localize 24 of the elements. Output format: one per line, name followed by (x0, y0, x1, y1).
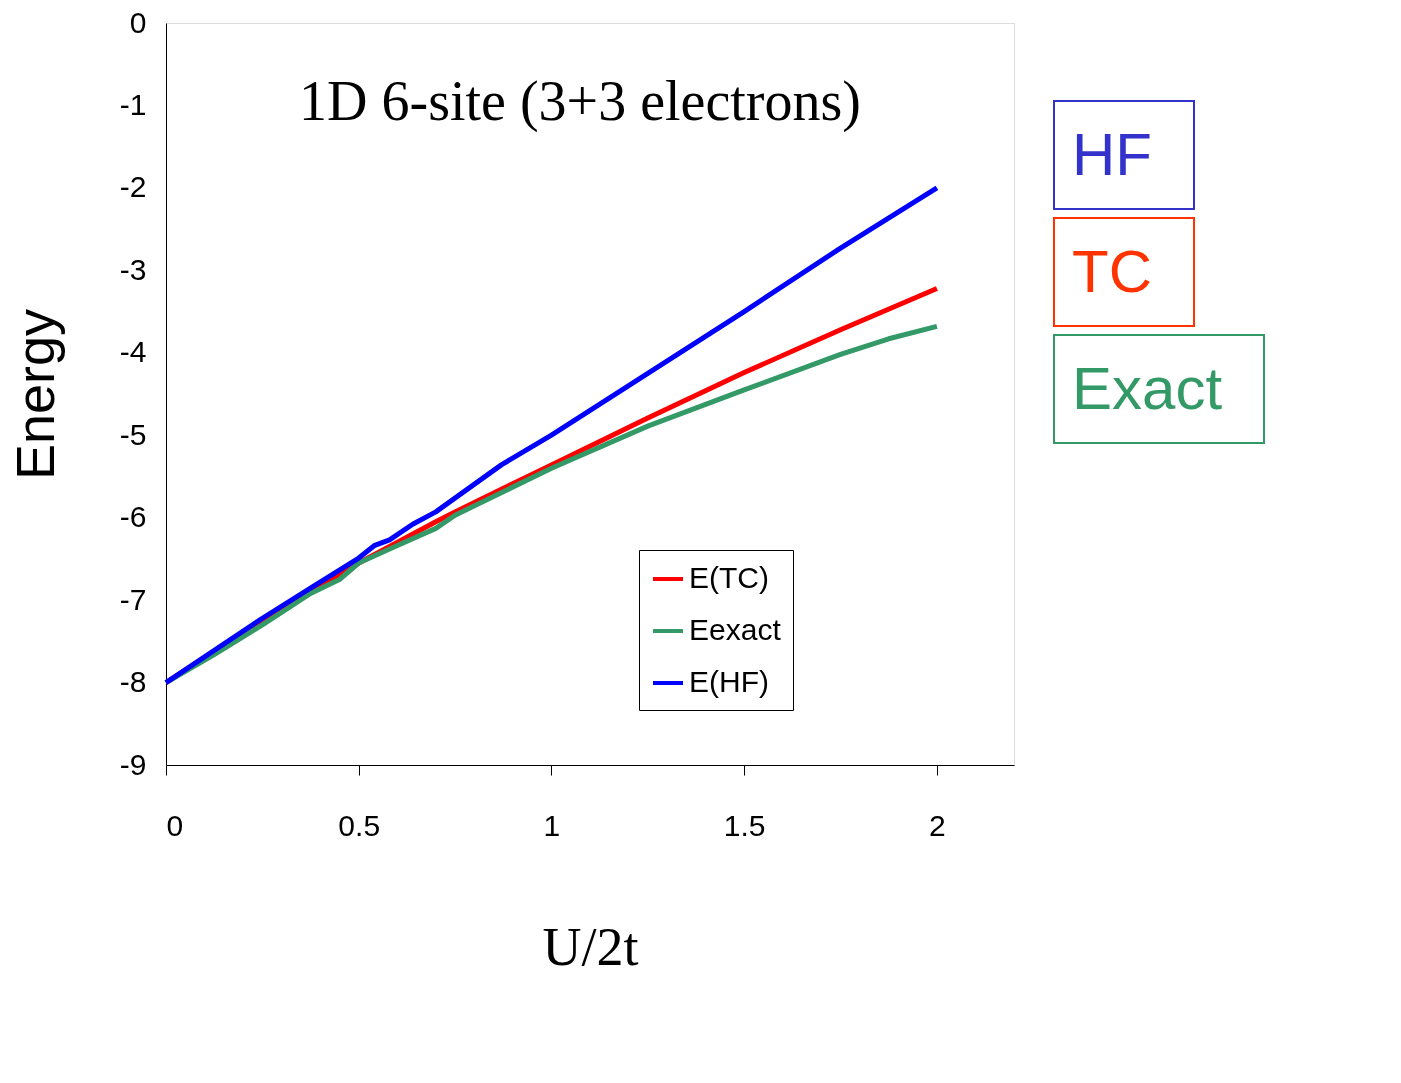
y-tick-label: 0 (129, 5, 147, 39)
y-tick-label: -1 (119, 87, 147, 121)
x-tick-label: 1 (543, 808, 561, 842)
legend-label: E(HF) (689, 665, 769, 698)
y-tick-label: -4 (119, 335, 147, 369)
text: 1D 6-site (3+3 electrons) (299, 70, 861, 133)
x-tick-label: 2 (929, 808, 946, 842)
y-axis-title: Energy (4, 308, 65, 481)
legend-label: E(TC) (689, 561, 769, 594)
y-tick-label: -6 (119, 500, 147, 534)
text: Exact (1072, 355, 1223, 422)
text: HF (1072, 121, 1152, 188)
x-tick-label: 0.5 (338, 808, 381, 842)
legend-label: Eexact (689, 613, 782, 646)
x-axis-title: U/2t (542, 916, 639, 977)
y-tick-label: -8 (119, 665, 147, 699)
y-tick-label: -2 (119, 170, 147, 204)
y-tick-label: -3 (119, 252, 147, 286)
x-tick-label: 0 (166, 808, 184, 842)
y-tick-label: -5 (119, 417, 147, 451)
text: TC (1072, 238, 1152, 305)
y-tick-label: -7 (119, 582, 147, 616)
x-tick-label: 1.5 (723, 808, 766, 842)
y-tick-label: -9 (119, 747, 147, 781)
